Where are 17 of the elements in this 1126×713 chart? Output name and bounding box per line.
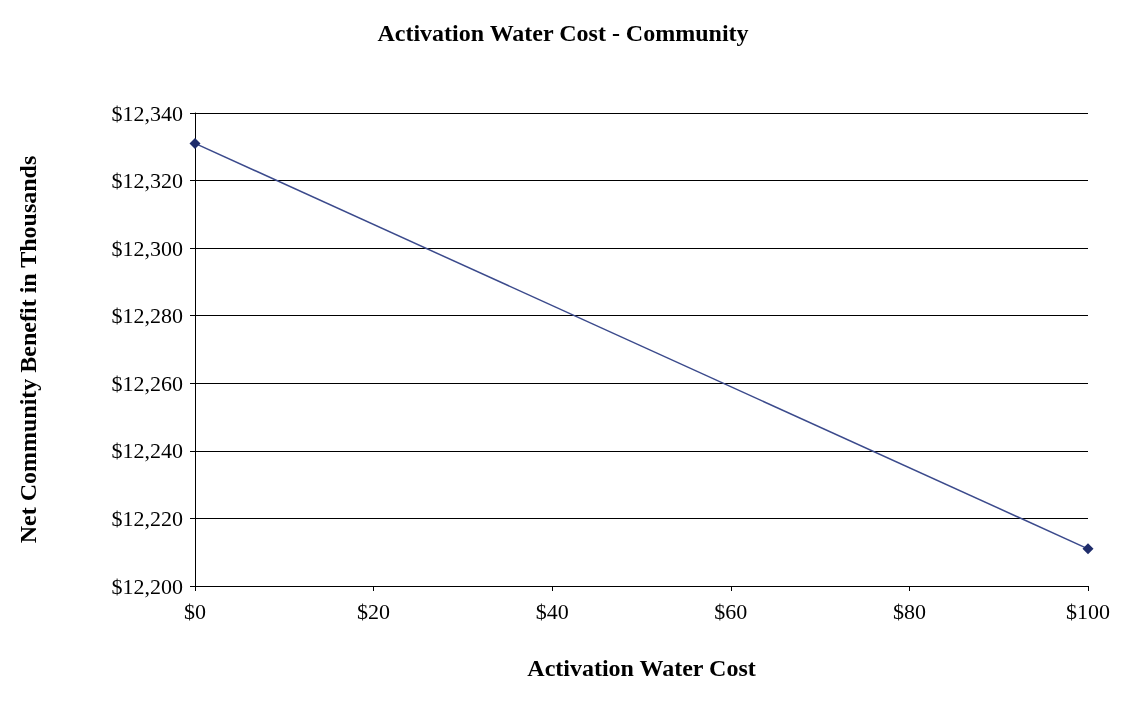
y-axis-title: Net Community Benefit in Thousands	[15, 155, 41, 544]
x-axis-title: Activation Water Cost	[527, 655, 756, 681]
x-tick-label: $80	[892, 598, 926, 624]
y-tick-label: $12,280	[111, 303, 183, 329]
x-tick-label: $100	[1066, 598, 1110, 624]
x-tick-label: $0	[184, 598, 206, 624]
chart-title: Activation Water Cost - Community	[377, 20, 749, 46]
y-tick-label: $12,340	[111, 100, 183, 126]
x-tick-label: $60	[714, 598, 748, 624]
y-tick-label: $12,260	[111, 370, 183, 396]
y-tick-label: $12,320	[111, 168, 183, 194]
y-tick-label: $12,300	[111, 235, 183, 261]
y-tick-label: $12,240	[111, 438, 183, 464]
y-tick-label: $12,220	[111, 505, 183, 531]
x-tick-label: $40	[535, 598, 569, 624]
y-tick-label: $12,200	[111, 573, 183, 599]
x-tick-label: $20	[357, 598, 391, 624]
